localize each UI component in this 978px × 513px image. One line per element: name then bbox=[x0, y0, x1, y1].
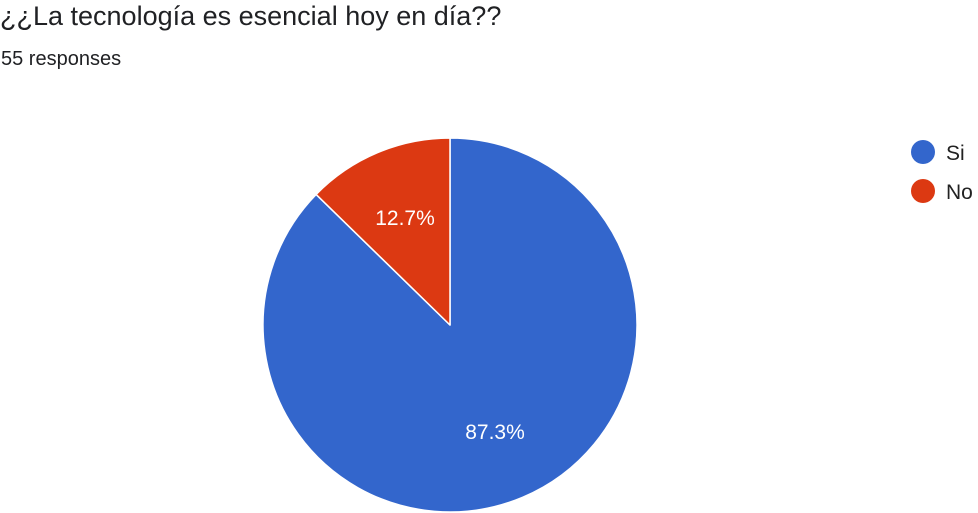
legend-item-no[interactable]: No bbox=[911, 179, 973, 204]
pie-slices bbox=[262, 137, 638, 513]
legend-swatch-si bbox=[911, 140, 935, 164]
legend: Si No bbox=[911, 140, 973, 204]
response-count: 55 responses bbox=[1, 48, 122, 70]
slice-label-si: 87.3% bbox=[465, 421, 525, 444]
pie-slice-no[interactable] bbox=[315, 137, 451, 326]
slice-label-no: 12.7% bbox=[375, 207, 435, 230]
legend-swatch-no bbox=[911, 179, 935, 203]
question-title: ¿¿La tecnología es esencial hoy en día?? bbox=[0, 1, 502, 31]
legend-item-si[interactable]: Si bbox=[911, 140, 965, 165]
legend-label-no: No bbox=[946, 181, 973, 204]
pie-slice-labels: 87.3% 12.7% bbox=[375, 207, 525, 444]
legend-label-si: Si bbox=[946, 142, 965, 165]
